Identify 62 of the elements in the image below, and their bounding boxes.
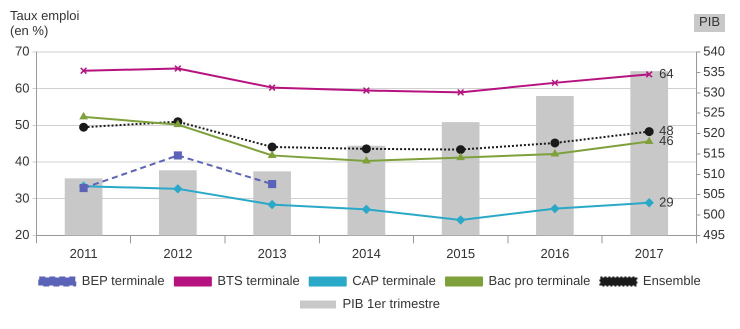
x-tick-label: 2015 bbox=[446, 246, 476, 261]
x-tick-label: 2016 bbox=[540, 246, 570, 261]
y2-tick-label: 525 bbox=[703, 104, 726, 120]
y-axis-title: Taux emploi (en %) bbox=[10, 8, 80, 38]
point bbox=[362, 204, 371, 214]
data-label: 29 bbox=[659, 194, 674, 210]
point bbox=[645, 137, 654, 144]
point bbox=[550, 138, 560, 148]
y2-tick-label: 530 bbox=[703, 84, 726, 100]
point bbox=[550, 149, 559, 156]
point bbox=[79, 122, 88, 132]
y-tick-label: 70 bbox=[14, 44, 30, 59]
point bbox=[456, 145, 466, 154]
point bbox=[80, 67, 88, 74]
y2-tick-label: 515 bbox=[703, 145, 726, 160]
y-tick-label: 40 bbox=[14, 154, 30, 169]
point bbox=[174, 120, 182, 128]
point bbox=[268, 150, 276, 158]
point bbox=[174, 64, 182, 72]
legend-label: Ensemble bbox=[642, 273, 701, 288]
point bbox=[457, 88, 464, 96]
legend-label: CAP terminale bbox=[352, 273, 436, 288]
y2-tick-label: 510 bbox=[703, 166, 726, 181]
y2-tick-label: 535 bbox=[703, 64, 726, 79]
point bbox=[80, 112, 88, 120]
y-tick-label: 50 bbox=[14, 116, 30, 132]
data-label: 64 bbox=[659, 66, 674, 81]
legend-label: BEP terminale bbox=[82, 273, 165, 288]
legend-label: Bac pro terminale bbox=[488, 273, 590, 288]
point bbox=[644, 198, 654, 208]
y2-tick-label: 500 bbox=[703, 206, 726, 222]
point bbox=[646, 70, 653, 78]
point bbox=[456, 215, 466, 224]
y2-tick-label: 540 bbox=[703, 44, 726, 59]
point bbox=[173, 184, 182, 194]
point bbox=[268, 84, 276, 92]
x-tick-label: 2017 bbox=[634, 246, 664, 261]
point bbox=[362, 156, 370, 164]
point bbox=[362, 144, 371, 154]
x-tick-label: 2013 bbox=[258, 246, 287, 261]
point bbox=[551, 79, 558, 86]
point bbox=[268, 200, 277, 210]
x-tick-label: 2014 bbox=[352, 246, 381, 261]
y-tick-label: 30 bbox=[14, 190, 30, 206]
point bbox=[268, 142, 277, 152]
legend-label: PIB 1er trimestre bbox=[342, 296, 440, 312]
point bbox=[456, 153, 465, 160]
y-tick-label: 60 bbox=[14, 80, 30, 96]
point bbox=[550, 204, 560, 214]
point bbox=[268, 180, 276, 188]
legend-label: BTS terminale bbox=[217, 273, 300, 288]
point bbox=[362, 86, 370, 94]
y2-axis-title: PIB bbox=[699, 14, 720, 30]
y2-tick-label: 505 bbox=[703, 186, 726, 202]
y-tick-label: 20 bbox=[14, 226, 30, 242]
point bbox=[644, 127, 654, 136]
y2-tick-label: 495 bbox=[703, 226, 726, 242]
x-tick-label: 2012 bbox=[163, 246, 192, 261]
point bbox=[174, 151, 182, 160]
x-tick-label: 2011 bbox=[70, 246, 98, 261]
y2-tick-label: 520 bbox=[703, 125, 726, 140]
point bbox=[80, 184, 88, 192]
